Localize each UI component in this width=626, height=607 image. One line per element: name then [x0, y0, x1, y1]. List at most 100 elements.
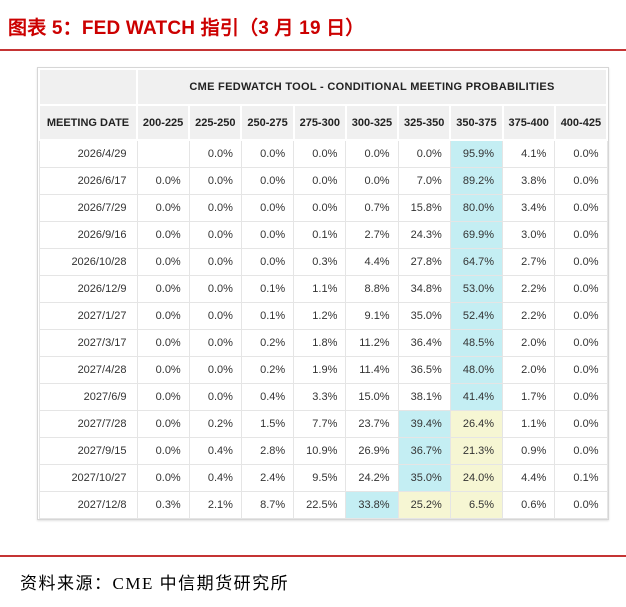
probability-cell: 9.5% [293, 463, 347, 492]
meeting-date-cell: 2026/4/29 [38, 139, 138, 168]
probability-cell: 48.5% [449, 328, 504, 357]
probability-cell: 0.0% [136, 382, 190, 411]
probability-cell: 2.8% [240, 436, 295, 465]
probability-cell: 0.1% [240, 301, 295, 330]
probability-cell: 22.5% [293, 490, 347, 519]
probability-cell: 0.7% [345, 193, 399, 222]
meeting-date-cell: 2026/6/17 [38, 166, 138, 195]
banner-row: CME FEDWATCH TOOL - CONDITIONAL MEETING … [38, 68, 608, 106]
rate-range-header: 300-325 [344, 104, 400, 141]
probability-cell: 0.0% [136, 436, 190, 465]
probability-cell: 0.9% [502, 436, 556, 465]
probability-cell: 0.0% [240, 247, 295, 276]
probability-cell: 1.9% [293, 355, 347, 384]
table-row: 2027/3/17 0.0% 0.0% 0.2% 1.8% 11.2% 36.4% 48.5%… [38, 328, 608, 357]
probability-cell: 26.4% [449, 409, 504, 438]
probability-cell: 0.2% [240, 328, 295, 357]
probability-cell: 0.0% [345, 139, 399, 168]
probability-cell: 0.0% [188, 328, 242, 357]
meeting-date-cell: 2027/4/28 [38, 355, 138, 384]
probability-cell: 2.7% [502, 247, 556, 276]
rate-range-header: 200-225 [135, 104, 191, 141]
rate-range-header: 375-400 [501, 104, 556, 141]
probability-cell: 0.3% [293, 247, 347, 276]
column-header-row: MEETING DATE 200-225 225-250 250-275 275-30… [38, 104, 609, 141]
probability-cell: 35.0% [397, 301, 451, 330]
probability-cell: 0.3% [136, 490, 190, 519]
probability-cell: 48.0% [449, 355, 504, 384]
table-row: 2027/7/28 0.0% 0.2% 1.5% 7.7% 23.7% 39.4% 26.4%… [38, 409, 608, 438]
probability-cell: 0.0% [136, 463, 190, 492]
probability-cell: 6.5% [449, 490, 504, 519]
probability-cell: 4.4% [345, 247, 399, 276]
probability-cell: 0.0% [554, 247, 608, 276]
probability-cell: 0.0% [188, 193, 242, 222]
table-row: 2027/9/15 0.0% 0.4% 2.8% 10.9% 26.9% 36.7% 21.3… [38, 436, 608, 465]
probability-cell: 0.0% [554, 382, 608, 411]
probability-cell: 0.2% [188, 409, 242, 438]
probability-cell: 0.0% [136, 247, 190, 276]
rate-range-header: 250-275 [240, 104, 295, 141]
probability-cell: 0.0% [554, 355, 608, 384]
probability-cell: 64.7% [449, 247, 504, 276]
rate-range-header: 275-300 [292, 104, 347, 141]
meeting-date-cell: 2027/3/17 [38, 328, 138, 357]
probability-cell: 26.9% [345, 436, 399, 465]
probability-cell: 1.5% [240, 409, 295, 438]
probability-cell: 41.4% [449, 382, 504, 411]
probability-cell: 0.4% [188, 463, 242, 492]
probability-cell: 15.0% [345, 382, 399, 411]
probability-cell: 0.0% [240, 220, 295, 249]
probability-cell: 2.0% [502, 328, 556, 357]
probability-cell: 0.0% [554, 409, 608, 438]
probability-cell: 2.1% [188, 490, 242, 519]
meeting-date-cell: 2026/12/9 [38, 274, 138, 303]
meeting-date-cell: 2027/10/27 [38, 463, 138, 492]
probability-cell: 36.4% [397, 328, 451, 357]
probability-cell: 0.1% [240, 274, 295, 303]
probability-cell: 24.2% [345, 463, 399, 492]
probability-cell: 21.3% [449, 436, 504, 465]
probability-cell: 0.0% [293, 139, 347, 168]
probability-cell: 10.9% [293, 436, 347, 465]
probability-cell: 0.0% [240, 139, 295, 168]
probability-cell: 2.0% [502, 355, 556, 384]
probability-cell: 0.4% [188, 436, 242, 465]
probability-cell: 36.5% [397, 355, 451, 384]
table-body: 2026/4/29 0.0% 0.0% 0.0% 0.0% 0.0% 95.9% 4.1% 0.… [38, 139, 608, 519]
probability-cell: 0.0% [136, 355, 190, 384]
probability-cell: 4.4% [502, 463, 556, 492]
table-row: 2026/12/9 0.0% 0.0% 0.1% 1.1% 8.8% 34.8% 53.0% 2… [38, 274, 608, 303]
probability-cell: 0.0% [554, 328, 608, 357]
probability-cell: 0.0% [293, 166, 347, 195]
probability-cell: 0.6% [502, 490, 556, 519]
probability-cell: 0.0% [554, 193, 608, 222]
probability-cell: 0.0% [188, 355, 242, 384]
probability-cell: 8.8% [345, 274, 399, 303]
probability-cell: 8.7% [240, 490, 295, 519]
figure-title: 图表 5：FED WATCH 指引（3 月 19 日） [8, 18, 365, 39]
probability-cell: 3.4% [502, 193, 556, 222]
probability-cell: 25.2% [397, 490, 451, 519]
probability-cell: 0.1% [293, 220, 347, 249]
rate-range-header: 225-250 [188, 104, 243, 141]
probability-cell: 0.0% [554, 436, 608, 465]
probability-cell: 7.7% [293, 409, 347, 438]
probability-cell: 0.0% [136, 328, 190, 357]
table-row: 2026/7/29 0.0% 0.0% 0.0% 0.0% 0.7% 15.8% 80.0% 3… [38, 193, 608, 222]
probability-cell: 80.0% [449, 193, 504, 222]
probability-cell: 15.8% [397, 193, 451, 222]
probability-cell: 52.4% [449, 301, 504, 330]
probability-cell: 0.0% [554, 274, 608, 303]
probability-cell: 1.1% [293, 274, 347, 303]
probability-cell: 33.8% [345, 490, 399, 519]
table-row: 2027/6/9 0.0% 0.0% 0.4% 3.3% 15.0% 38.1% 41.4% 1… [38, 382, 608, 411]
probability-cell: 0.0% [188, 139, 242, 168]
probability-cell: 0.0% [188, 382, 242, 411]
probability-cell: 7.0% [397, 166, 451, 195]
probability-cell: 2.4% [240, 463, 295, 492]
probability-cell: 0.0% [136, 166, 190, 195]
probability-cell: 38.1% [397, 382, 451, 411]
meeting-date-cell: 2026/9/16 [38, 220, 138, 249]
meeting-date-cell: 2027/9/15 [38, 436, 138, 465]
